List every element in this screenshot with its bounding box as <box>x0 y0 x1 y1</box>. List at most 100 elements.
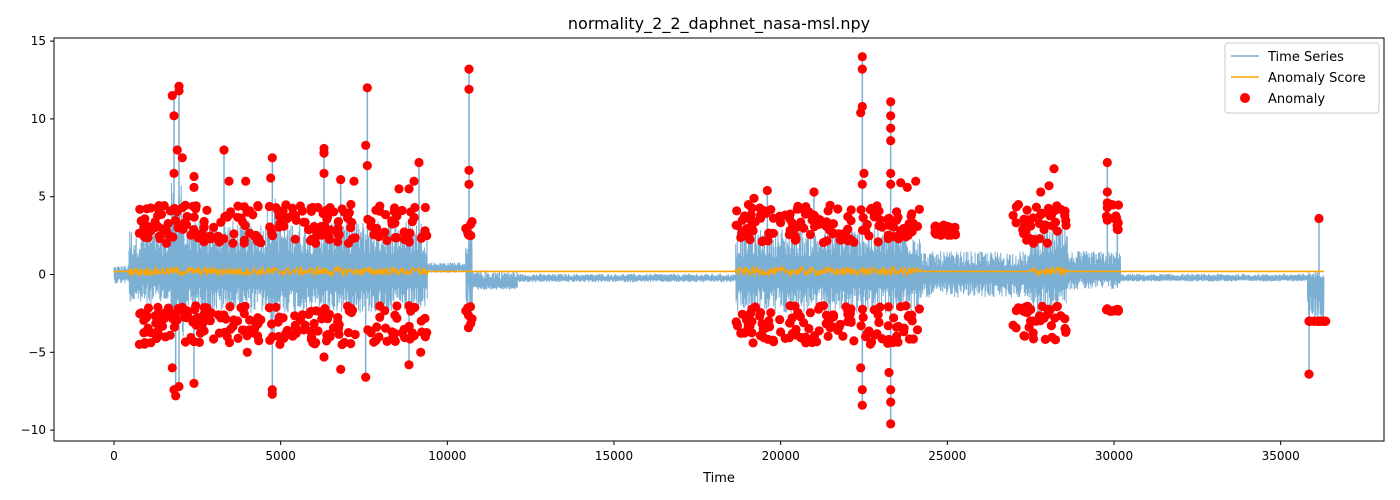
anomaly-point <box>1043 304 1054 314</box>
anomaly-point <box>877 222 887 232</box>
anomaly-point <box>323 212 333 222</box>
anomaly-point <box>214 328 224 338</box>
anomaly-point <box>241 176 251 186</box>
anomaly-point <box>271 302 281 312</box>
anomaly-point <box>406 207 416 217</box>
anomaly-point <box>170 215 181 226</box>
anomaly-point <box>224 176 234 186</box>
anomaly-point <box>1102 157 1112 168</box>
anomaly-point <box>336 175 346 185</box>
anomaly-point <box>1043 203 1054 213</box>
anomaly-point <box>194 337 204 347</box>
anomaly-point <box>908 334 919 344</box>
legend-box <box>1224 42 1380 114</box>
anomaly-point <box>799 223 809 233</box>
anomaly-point <box>349 176 359 186</box>
anomaly-point <box>883 321 893 331</box>
anomaly-point <box>896 178 906 188</box>
anomaly-point <box>392 301 402 311</box>
anomaly-point <box>784 230 795 240</box>
anomaly-point <box>805 308 816 318</box>
anomaly-point <box>763 236 773 246</box>
anomaly-point <box>343 328 354 338</box>
anomaly-point <box>304 309 314 319</box>
anomaly-point <box>873 310 883 320</box>
anomaly-point <box>857 64 867 74</box>
anomaly-point <box>884 367 894 378</box>
anomaly-point <box>1028 328 1038 338</box>
time-series-line <box>113 182 1325 337</box>
anomaly-point <box>180 200 190 210</box>
anomaly-point <box>299 217 309 227</box>
anomaly-point <box>336 364 346 374</box>
anomaly-point <box>762 185 772 196</box>
anomaly-point <box>950 228 960 238</box>
anomaly-point <box>838 331 848 341</box>
anomaly-point <box>180 337 190 347</box>
anomaly-point <box>828 219 838 229</box>
anomaly-point <box>857 304 868 314</box>
anomaly-point <box>191 204 201 214</box>
anomaly-point <box>818 237 829 248</box>
anomaly-point <box>1028 316 1039 326</box>
anomaly-point <box>914 304 925 314</box>
anomaly-point <box>841 227 851 237</box>
anomaly-point <box>334 229 344 240</box>
anomaly-point <box>859 168 869 178</box>
anomaly-point <box>195 229 205 239</box>
anomaly-point <box>838 234 848 244</box>
anomaly-point <box>205 231 215 241</box>
anomaly-point <box>865 205 876 215</box>
anomaly-point <box>389 207 399 217</box>
anomaly-point <box>400 332 410 343</box>
anomaly-point <box>361 140 371 150</box>
anomaly-point <box>464 179 474 189</box>
anomaly-point <box>800 209 811 219</box>
anomaly-point <box>240 301 250 311</box>
x-tick-label: 10000 <box>428 449 466 463</box>
anomaly-point <box>140 220 150 230</box>
anomaly-point <box>404 360 414 370</box>
anomaly-point <box>177 153 187 163</box>
anomaly-point <box>146 203 156 213</box>
anomaly-point <box>416 347 426 357</box>
anomaly-point <box>274 312 284 322</box>
anomaly-point <box>346 339 356 349</box>
anomaly-point <box>199 222 209 232</box>
anomaly-point <box>833 204 843 214</box>
anomaly-point <box>319 352 329 362</box>
anomaly-point <box>169 322 179 332</box>
anomaly-point <box>239 238 249 248</box>
anomaly-point <box>766 308 776 318</box>
anomaly-point <box>846 216 856 226</box>
anomaly-point <box>732 220 743 231</box>
anomaly-point <box>886 385 896 395</box>
chart-title: normality_2_2_daphnet_nasa-msl.npy <box>568 14 870 34</box>
anomaly-point <box>1034 218 1045 229</box>
anomaly-point <box>800 332 811 342</box>
anomaly-point <box>155 233 165 244</box>
anomaly-point <box>242 207 252 217</box>
anomaly-point <box>886 111 896 121</box>
anomaly-point <box>1061 220 1071 230</box>
anomaly-point <box>142 311 152 321</box>
anomaly-point <box>199 326 209 336</box>
anomaly-point <box>375 312 385 322</box>
anomaly-point <box>225 302 235 312</box>
anomaly-point <box>792 204 802 214</box>
anomaly-point <box>309 318 319 329</box>
anomaly-point <box>888 218 898 228</box>
anomaly-point <box>156 209 167 219</box>
anomaly-point <box>739 211 750 221</box>
axis-ticks: 0 5000 10000 15000 20000 25000 30000 35000 −10 −5… <box>21 34 1300 463</box>
anomaly-point <box>886 397 896 407</box>
legend-anomaly-score-label: Anomaly Score <box>1268 71 1366 86</box>
anomaly-point <box>169 111 179 121</box>
anomaly-point <box>883 302 894 312</box>
anomaly-point <box>912 325 923 335</box>
anomaly-point <box>809 187 819 197</box>
anomaly-point <box>825 200 835 210</box>
anomaly-point <box>163 230 173 240</box>
anomaly-point <box>169 168 179 178</box>
